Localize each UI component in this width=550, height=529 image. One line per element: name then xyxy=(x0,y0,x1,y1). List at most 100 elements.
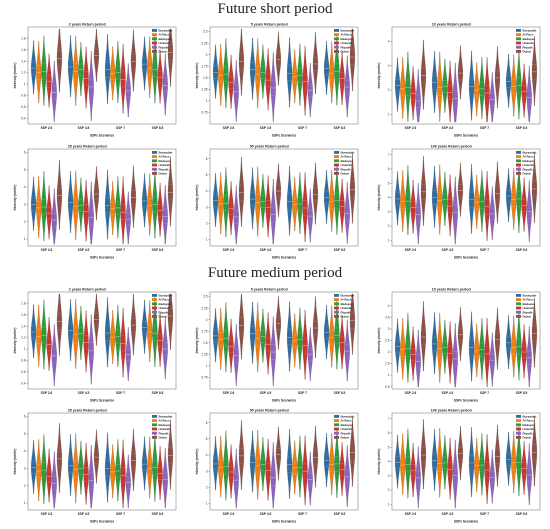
violin-dubai xyxy=(167,419,174,490)
violin-riyadh xyxy=(415,329,421,388)
y-tick-label: 1.4 xyxy=(21,324,26,328)
legend-label: Dubai xyxy=(523,50,532,54)
violin-dubai xyxy=(56,160,63,230)
violin-riyadh xyxy=(270,441,276,509)
legend-label: Riyadh xyxy=(341,167,351,171)
violin-riyadh xyxy=(270,178,276,245)
chart-title: 5 years Return period xyxy=(251,288,288,292)
y-tick-label: 0.75 xyxy=(201,376,207,380)
violin-badayea xyxy=(442,172,448,226)
violin-riyadh xyxy=(51,188,57,245)
violin-buraydah xyxy=(249,167,256,230)
plot-frame xyxy=(391,26,541,125)
legend-label: Al Rass xyxy=(341,33,352,37)
violin-dubai xyxy=(531,297,538,368)
legend-swatch xyxy=(152,310,157,314)
legend-label: Dubai xyxy=(159,315,168,319)
y-tick-label: 0.8 xyxy=(21,359,26,363)
violin-chart: 10 years Return period 1 2 3 4 Intensity (mm/… xyxy=(377,23,541,138)
legend-label: Riyadh xyxy=(159,310,169,314)
legend-label: Dubai xyxy=(341,50,350,54)
plot-frame xyxy=(209,148,359,247)
legend-label: Unaizah xyxy=(341,41,353,45)
violin-riyadh xyxy=(125,63,131,118)
x-tick-label: SSP 4.5 xyxy=(442,512,454,516)
violin-badayea xyxy=(516,426,522,497)
violin-riyadh xyxy=(526,326,532,388)
legend-label: Riyadh xyxy=(159,45,169,49)
violin-al-rass xyxy=(511,315,517,378)
violin-buraydah xyxy=(141,299,148,354)
legend-label: Buraydah xyxy=(523,294,537,298)
plot-frame xyxy=(209,291,359,390)
plot-frame xyxy=(209,412,359,511)
violin-unaizah xyxy=(157,49,163,104)
x-tick-label: SSP 8.5 xyxy=(516,391,528,395)
violin-unaizah xyxy=(447,60,453,123)
y-tick-label: 5 xyxy=(388,445,390,449)
violin-riyadh xyxy=(162,184,168,245)
chart-title: 50 years Return period xyxy=(250,409,289,413)
violin-buraydah xyxy=(286,429,293,499)
violin-dubai xyxy=(457,426,464,480)
violin-buraydah xyxy=(323,305,330,359)
violin-al-rass xyxy=(110,181,116,236)
y-tick-label: 1 xyxy=(206,502,208,506)
violin-chart: 50 years Return period 1 2 3 4 5 6 Intensity (m… xyxy=(195,409,359,524)
violin-al-rass xyxy=(73,433,79,504)
y-tick-label: 1 xyxy=(388,238,390,242)
y-tick-label: 2.25 xyxy=(201,41,207,45)
y-tick-label: 2 xyxy=(206,53,208,57)
x-tick-label: SSP 8.5 xyxy=(516,248,528,252)
y-tick-label: 1 xyxy=(24,501,26,505)
violin-riyadh xyxy=(452,440,458,509)
violin-dubai xyxy=(312,296,319,359)
violin-dubai xyxy=(93,429,100,484)
violin-riyadh xyxy=(125,327,131,382)
y-axis-label: Intensity (mm/hr) xyxy=(195,185,199,211)
y-tick-label: 1 xyxy=(206,238,208,242)
y-tick-label: 2 xyxy=(206,485,208,489)
legend-swatch xyxy=(516,310,521,314)
y-tick-label: 4 xyxy=(388,304,390,308)
violin-dubai xyxy=(238,156,245,227)
violin-riyadh xyxy=(307,451,313,506)
x-tick-label: SSP 2.6 xyxy=(223,391,235,395)
violin-dubai xyxy=(167,293,174,350)
legend-label: Unaizah xyxy=(523,163,535,167)
y-tick-label: 4 xyxy=(388,40,390,44)
legend-swatch xyxy=(152,298,157,301)
x-tick-label: SSP 4.5 xyxy=(260,126,272,130)
legend-label: Unaizah xyxy=(523,41,535,45)
violin-badayea xyxy=(260,173,266,228)
violin-unaizah xyxy=(521,177,527,232)
violin-buraydah xyxy=(468,311,475,382)
violin-al-rass xyxy=(474,323,480,378)
y-tick-label: 1.5 xyxy=(203,76,208,80)
chart-title: 25 years Return period xyxy=(68,409,107,413)
chart-title: 100 years Return period xyxy=(431,145,472,149)
y-tick-label: 3 xyxy=(24,203,26,207)
violin-buraydah xyxy=(323,169,330,224)
y-tick-label: 1.2 xyxy=(21,336,26,340)
legend-label: Unaizah xyxy=(159,41,171,45)
violin-buraydah xyxy=(249,430,256,493)
violin-unaizah xyxy=(83,46,89,109)
violin-unaizah xyxy=(157,446,163,500)
violin-dubai xyxy=(494,307,501,370)
violin-buraydah xyxy=(249,301,256,364)
y-tick-label: 0.4 xyxy=(21,381,26,385)
violin-buraydah xyxy=(141,436,148,491)
chart-panel: 100 years Return period 1 2 3 4 5 6 7 Intensity … xyxy=(372,142,544,260)
violin-al-rass xyxy=(147,300,153,363)
legend-swatch xyxy=(516,415,521,418)
legend-label: Dubai xyxy=(523,436,532,440)
plot-frame xyxy=(209,26,359,125)
violin-buraydah xyxy=(141,173,148,228)
x-tick-label: SSP 4.5 xyxy=(442,248,454,252)
violin-al-rass xyxy=(36,40,42,103)
violin-riyadh xyxy=(51,451,57,509)
violin-unaizah xyxy=(339,51,345,105)
y-tick-label: 0.4 xyxy=(21,116,26,120)
chart-title: 5 years Return period xyxy=(251,23,288,27)
